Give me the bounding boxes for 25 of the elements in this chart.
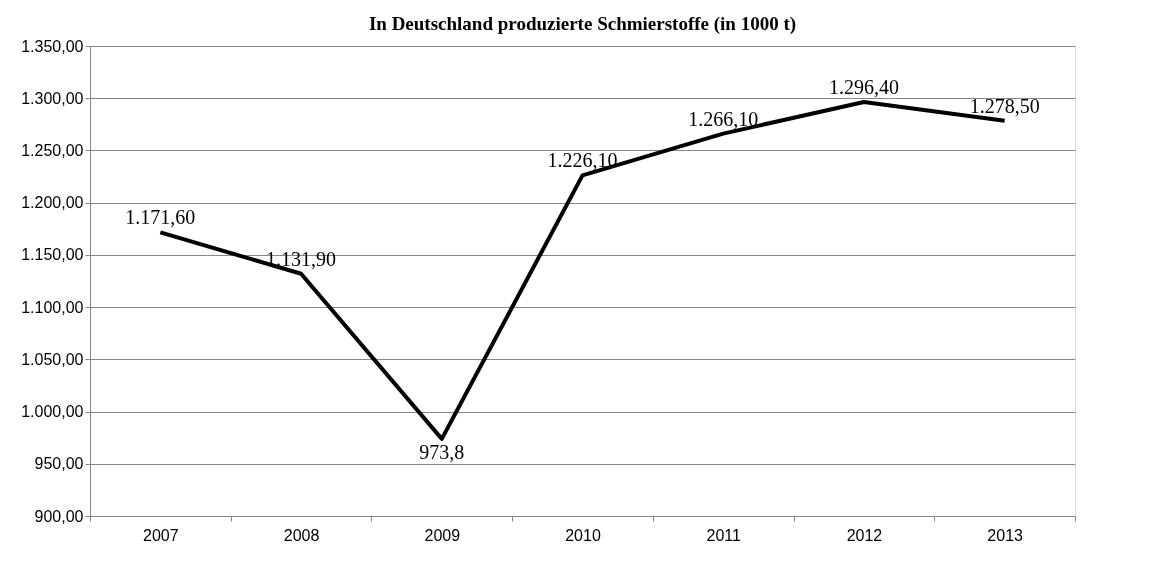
x-tick-label: 2013 — [987, 526, 1024, 544]
x-tick-label: 2010 — [565, 526, 601, 544]
x-tick-label: 2008 — [283, 526, 320, 544]
data-label: 1.266,10 — [688, 107, 759, 130]
chart-title: In Deutschland produzierte Schmierstoffe (in 1000 t) — [368, 13, 797, 35]
data-label: 1.131,90 — [266, 247, 337, 270]
y-tick-label: 1.350,00 — [21, 37, 84, 55]
y-tick-label: 900,00 — [34, 507, 84, 525]
x-tick-label: 2009 — [424, 526, 461, 544]
x-tick-label: 2007 — [143, 526, 179, 544]
y-tick-label: 950,00 — [34, 455, 84, 473]
x-tick-label: 2012 — [846, 526, 883, 544]
y-tick-label: 1.000,00 — [21, 403, 84, 421]
data-label: 1.278,50 — [969, 94, 1040, 117]
x-tick-label: 2011 — [706, 526, 742, 544]
data-label: 973,8 — [419, 440, 465, 463]
y-tick-label: 1.250,00 — [21, 141, 84, 159]
y-tick-label: 1.150,00 — [21, 246, 84, 264]
y-tick-label: 1.100,00 — [21, 298, 84, 316]
y-tick-label: 1.300,00 — [21, 89, 84, 107]
data-label: 1.296,40 — [828, 75, 899, 98]
data-label: 1.171,60 — [125, 206, 196, 229]
y-tick-label: 1.050,00 — [21, 350, 84, 368]
y-tick-label: 1.200,00 — [21, 194, 84, 212]
data-label: 1.226,10 — [547, 149, 618, 172]
